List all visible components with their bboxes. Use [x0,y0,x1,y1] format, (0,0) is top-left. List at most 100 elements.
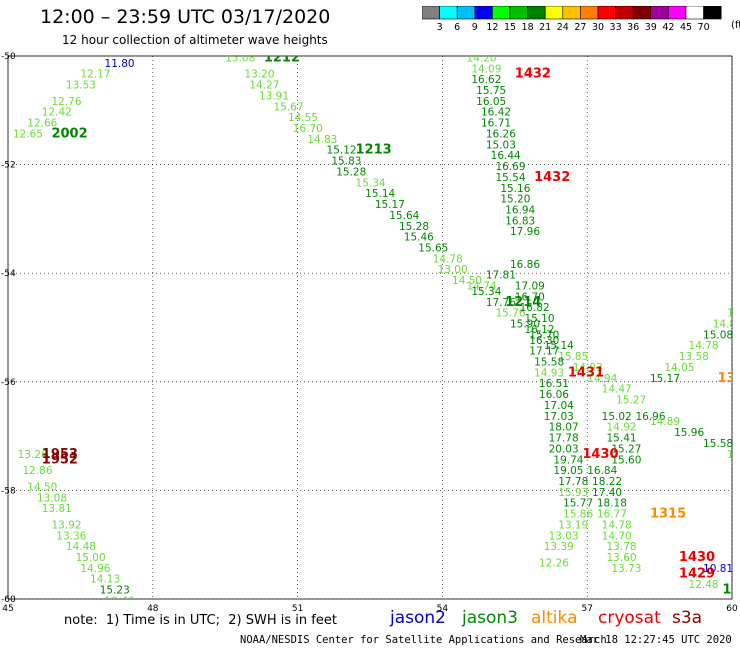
wave-height-point: 15.93 [558,487,588,499]
wave-height-point: 15.96 [674,427,704,439]
wave-height-point: 16.69 [495,161,525,173]
wave-height-point: 15.08 [703,329,733,341]
wave-height-point: 14.82 [713,319,740,331]
wave-height-point: 13.08 [37,492,67,504]
wave-height-point: 14.55 [288,112,318,124]
wave-height-point: 12.65 [13,128,43,140]
colorbar-label: 42 [662,22,674,32]
wave-height-point: 15.28 [336,166,366,178]
legend-item-altika: altika [531,608,578,628]
wave-height-point: 15.27 [616,395,646,407]
y-tick-label: -58 [1,486,16,496]
wave-height-point: 15.14 [365,188,395,200]
colorbar-label: 30 [592,22,604,32]
wave-height-point: 16.51 [539,378,569,390]
wave-height-point: 17.03 [544,411,574,423]
wave-height-point: 13.86 [119,606,149,612]
wave-height-point: 14.83 [307,134,337,146]
wave-height-point: 16.30 [529,335,559,347]
wave-height-point: 15.58 [534,357,564,369]
wave-height-point: 16.70 [293,123,323,135]
x-tick-label: 54 [437,604,449,612]
footer-timestamp: Mar 18 12:27:45 UTC 2020 [580,634,732,646]
wave-height-point: 15.83 [331,156,361,168]
wave-height-point: 16.70 [515,291,545,303]
colorbar-label: 45 [680,22,692,32]
wave-height-point: 14.20 [467,52,497,64]
wave-height-point: 14.78 [602,519,632,531]
wave-height-point: 14.50 [452,275,482,287]
colorbar-label: 39 [645,22,657,32]
wave-height-point: 14.74 [467,280,497,292]
wave-height-point: 16.71 [481,118,511,130]
wave-height-point: 15.60 [611,454,641,466]
wave-height-point: 17.81 [486,270,516,282]
wave-height-point: 12.86 [22,465,52,477]
pass-time-label: 1315 [718,371,740,386]
wave-height-point: 15.86 [563,509,593,521]
wave-height-point: 13.73 [611,563,641,575]
colorbar-label: 70 [698,22,710,32]
wave-height-point: 16.96 [635,411,665,423]
wave-height-point: 18.18 [597,498,627,510]
wave-height-point: 13.78 [607,541,637,553]
wave-height-point: 15.16 [500,183,530,195]
wave-height-point: 15.85 [558,351,588,363]
pass-time-label: 1432 [534,170,570,185]
wave-height-point: 17.78 [549,433,579,445]
wave-height-point: 11.80 [105,58,135,70]
legend-item-s3a: s3a [672,608,703,628]
pass-time-label: 2002 [51,126,87,141]
x-tick-label: 51 [292,604,303,612]
wave-height-point: 14.47 [602,384,632,396]
wave-height-point: 14.89 [650,416,680,428]
wave-height-point: 15.64 [389,210,419,222]
colorbar-unit: (ft) [731,20,740,31]
wave-height-point: 14.48 [66,541,96,553]
wave-height-point: 13.58 [679,351,709,363]
wave-height-point: 13.20 [245,69,275,81]
wave-height-point: 15.58 [703,438,733,450]
chart-title: 12:00 – 23:59 UTC 03/17/2020 [40,6,331,28]
wave-height-point: 15.08 [225,52,255,64]
wave-height-point: 15.23 [100,585,130,597]
wave-height-point: 17.78 [558,476,588,488]
pass-time-label: 1430 [679,550,715,565]
wave-height-point: 15.75 [476,85,506,97]
wave-height-point: 15.17 [650,373,680,385]
wave-height-point: 15.12 [327,145,357,157]
wave-height-point: 16.86 [510,259,540,271]
wave-height-point: 19.74 [553,454,583,466]
colorbar-label: 24 [557,22,569,32]
wave-height-point: 13.95 [727,449,740,461]
colorbar-label: 12 [486,22,498,32]
pass-time-label: 1315 [650,507,686,522]
wave-height-point: 14.05 [664,362,694,374]
colorbar-label: 3 [437,22,443,32]
wave-height-point: 14.84 [727,308,740,320]
wave-height-point: 14.96 [80,563,110,575]
pass-time-label: 1214 [505,295,541,310]
wave-height-point: 15.54 [495,172,525,184]
colorbar-label: 9 [472,22,478,32]
wave-height-point: 17.17 [529,346,559,358]
wave-height-point: 17.40 [592,487,622,499]
wave-height-point: 16.44 [491,150,521,162]
wave-height-point: 14.27 [249,80,279,92]
wave-height-point: 16.82 [520,302,550,314]
wave-height-point: 20.03 [549,443,579,455]
pass-time-label: 1429 [679,566,715,581]
wave-height-point: 15.67 [273,101,303,113]
wave-height-point: 15.77 [563,498,593,510]
footer-credit: NOAA/NESDIS Center for Satellite Applica… [240,634,607,646]
wave-height-point: 16.77 [597,509,627,521]
wave-height-point: 12.26 [539,557,569,569]
wave-height-point: 14.13 [90,574,120,586]
legend-item-jason2: jason2 [390,608,446,628]
wave-height-point: 13.91 [259,90,289,102]
wave-height-point: 15.65 [418,242,448,254]
wave-height-point: 15.14 [544,340,574,352]
note-text: note: 1) Time is in UTC; 2) SWH is in fe… [64,613,337,628]
